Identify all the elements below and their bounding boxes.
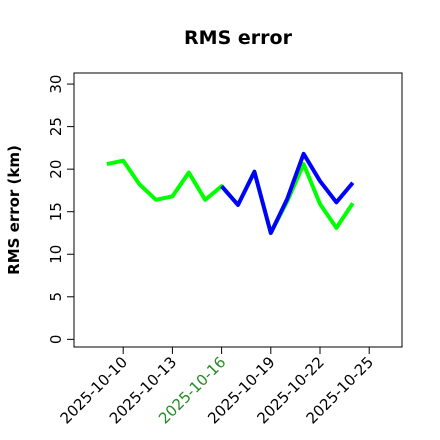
y-tick-label: 25 <box>47 117 65 136</box>
y-tick-label: 10 <box>47 245 65 264</box>
y-axis-label: RMS error (km) <box>5 145 23 275</box>
y-tick-label: 5 <box>47 292 65 302</box>
plot-frame <box>73 72 403 348</box>
series-line <box>220 151 355 235</box>
y-tick-label: 0 <box>47 335 65 345</box>
chart-title: RMS error <box>184 27 293 49</box>
y-tick-label: 20 <box>47 160 65 179</box>
y-tick-label: 15 <box>47 202 65 221</box>
y-tick-label: 30 <box>47 75 65 94</box>
